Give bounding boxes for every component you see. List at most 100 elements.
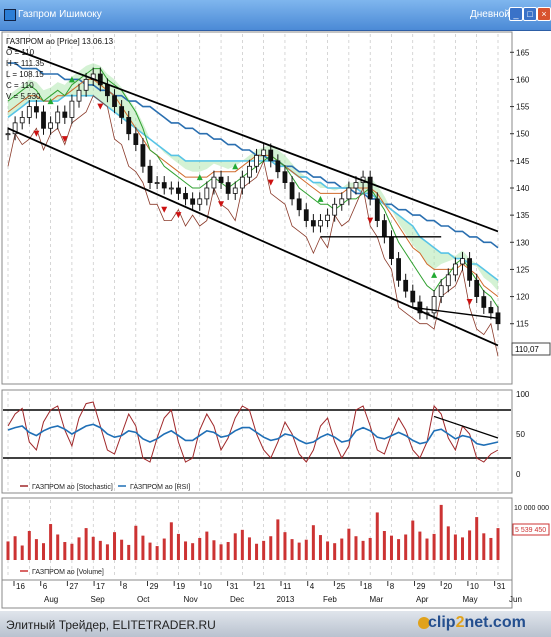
candle-body [126, 117, 132, 135]
time-axis-month-label: May [463, 595, 478, 604]
oscillator-layer: 100 50 0 [3, 390, 530, 491]
clip2net-logo: clip2net.com [428, 614, 526, 632]
volume-bar [418, 531, 422, 560]
candle-body [161, 182, 167, 189]
sell-signal-marker [267, 179, 274, 186]
volume-bar [120, 539, 124, 560]
candle-body [389, 236, 394, 259]
time-axis-month-label: Sep [91, 595, 106, 604]
candle-body [41, 111, 46, 129]
sell-signal-marker [367, 217, 374, 224]
close-button[interactable]: × [537, 7, 551, 21]
time-axis-day-label: 18 [363, 582, 372, 591]
candle-body [396, 258, 401, 281]
candle-body [474, 279, 480, 297]
volume-bar [290, 539, 294, 560]
sell-signal-marker [161, 206, 168, 213]
volume-bar [240, 529, 244, 560]
volume-bar [141, 535, 145, 560]
ohlc-volume: V = 5,530 [6, 92, 41, 101]
candle-body [410, 290, 416, 303]
candle-body [452, 263, 458, 276]
oscillator-panel-frame [1, 389, 513, 494]
volume-last-tag [512, 523, 550, 536]
footer-source-text: Элитный Трейдер, ELITETRADER.RU [6, 618, 216, 632]
volume-bar [113, 532, 117, 560]
candle-body [488, 307, 494, 314]
sell-signal-marker [218, 201, 225, 208]
volume-bar [191, 543, 195, 560]
volume-bar [333, 543, 337, 560]
candle-body [374, 198, 380, 221]
candle-body [211, 176, 217, 189]
candle-body [289, 182, 295, 200]
price-axis-tick-label: 125 [516, 265, 530, 274]
volume-legend-label: ГАЗПРОМ ао [Volume] [32, 569, 104, 576]
volume-bar [262, 540, 266, 560]
timeframe-label[interactable]: Дневной [470, 9, 510, 20]
volume-bar [56, 534, 60, 560]
time-axis-month-label: Aug [44, 595, 58, 604]
volume-bar [77, 537, 81, 560]
time-axis-day-label: 19 [176, 582, 185, 591]
candle-body [332, 203, 338, 216]
buy-signal-marker [317, 195, 324, 202]
volume-bar [233, 533, 237, 560]
volume-bar [269, 536, 273, 560]
volume-bar [162, 538, 166, 560]
volume-bar [375, 512, 379, 560]
candle-body [147, 165, 153, 183]
candle-body [254, 155, 259, 167]
title-bar[interactable]: Газпром Ишимоку Дневной _ □ × [0, 0, 551, 31]
candle-body [325, 214, 330, 221]
last-price-label: 110,07 [515, 345, 539, 354]
ohlc-low: L = 108.15 [6, 70, 44, 79]
time-axis-month-label: Mar [370, 595, 384, 604]
candle-body [225, 182, 231, 194]
ohlc-high: H = 111.35 [6, 59, 45, 68]
volume-bar [482, 533, 486, 560]
time-axis-day-label: 31 [230, 582, 239, 591]
candle-body [76, 89, 82, 102]
stochastic-line [7, 401, 499, 463]
candle-body [12, 122, 18, 135]
price-axis-tick-label: 160 [516, 75, 530, 84]
sell-signal-marker [466, 299, 473, 305]
price-series-layer [5, 46, 501, 357]
volume-bar [404, 534, 408, 560]
support-level-line [412, 306, 499, 319]
volume-bar [439, 504, 443, 560]
volume-bar [382, 531, 386, 560]
volume-bar [105, 544, 109, 560]
volume-bar [42, 543, 46, 560]
volume-bar [283, 532, 287, 560]
chart-window: Газпром Ишимоку Дневной _ □ × 165 160 155 1… [0, 0, 551, 611]
lagging-span-line [7, 95, 499, 357]
volume-last-label: 5 539 450 [515, 527, 546, 534]
candle-body [218, 176, 224, 183]
time-axis-day-label: 8 [390, 582, 395, 591]
candle-body [154, 182, 160, 184]
oscillator-axis-tick-label: 50 [516, 430, 525, 439]
time-axis-day-label: 29 [417, 582, 426, 591]
logo-part-clip: clip [428, 614, 456, 631]
volume-bar [176, 533, 180, 560]
candle-body [318, 220, 323, 227]
time-axis-day-label: 4 [310, 582, 315, 591]
clip2net-logo-icon [418, 617, 430, 629]
minimize-button[interactable]: _ [509, 7, 523, 21]
candle-body [168, 187, 174, 190]
tenkan-line [7, 68, 499, 308]
price-axis: 165 160 155 150 145 140 135 130 125 120 115 [510, 48, 530, 329]
volume-bar [446, 526, 450, 560]
volume-bar [226, 542, 230, 560]
time-axis-day-label: 29 [150, 582, 159, 591]
volume-bar [468, 530, 472, 560]
window-title: Газпром Ишимоку [18, 9, 102, 20]
volume-bar [489, 537, 493, 560]
rsi-line [7, 423, 499, 447]
volume-bar [13, 536, 17, 560]
volume-bar [212, 540, 216, 560]
maximize-button[interactable]: □ [523, 7, 537, 21]
price-axis-tick-label: 165 [516, 48, 530, 57]
